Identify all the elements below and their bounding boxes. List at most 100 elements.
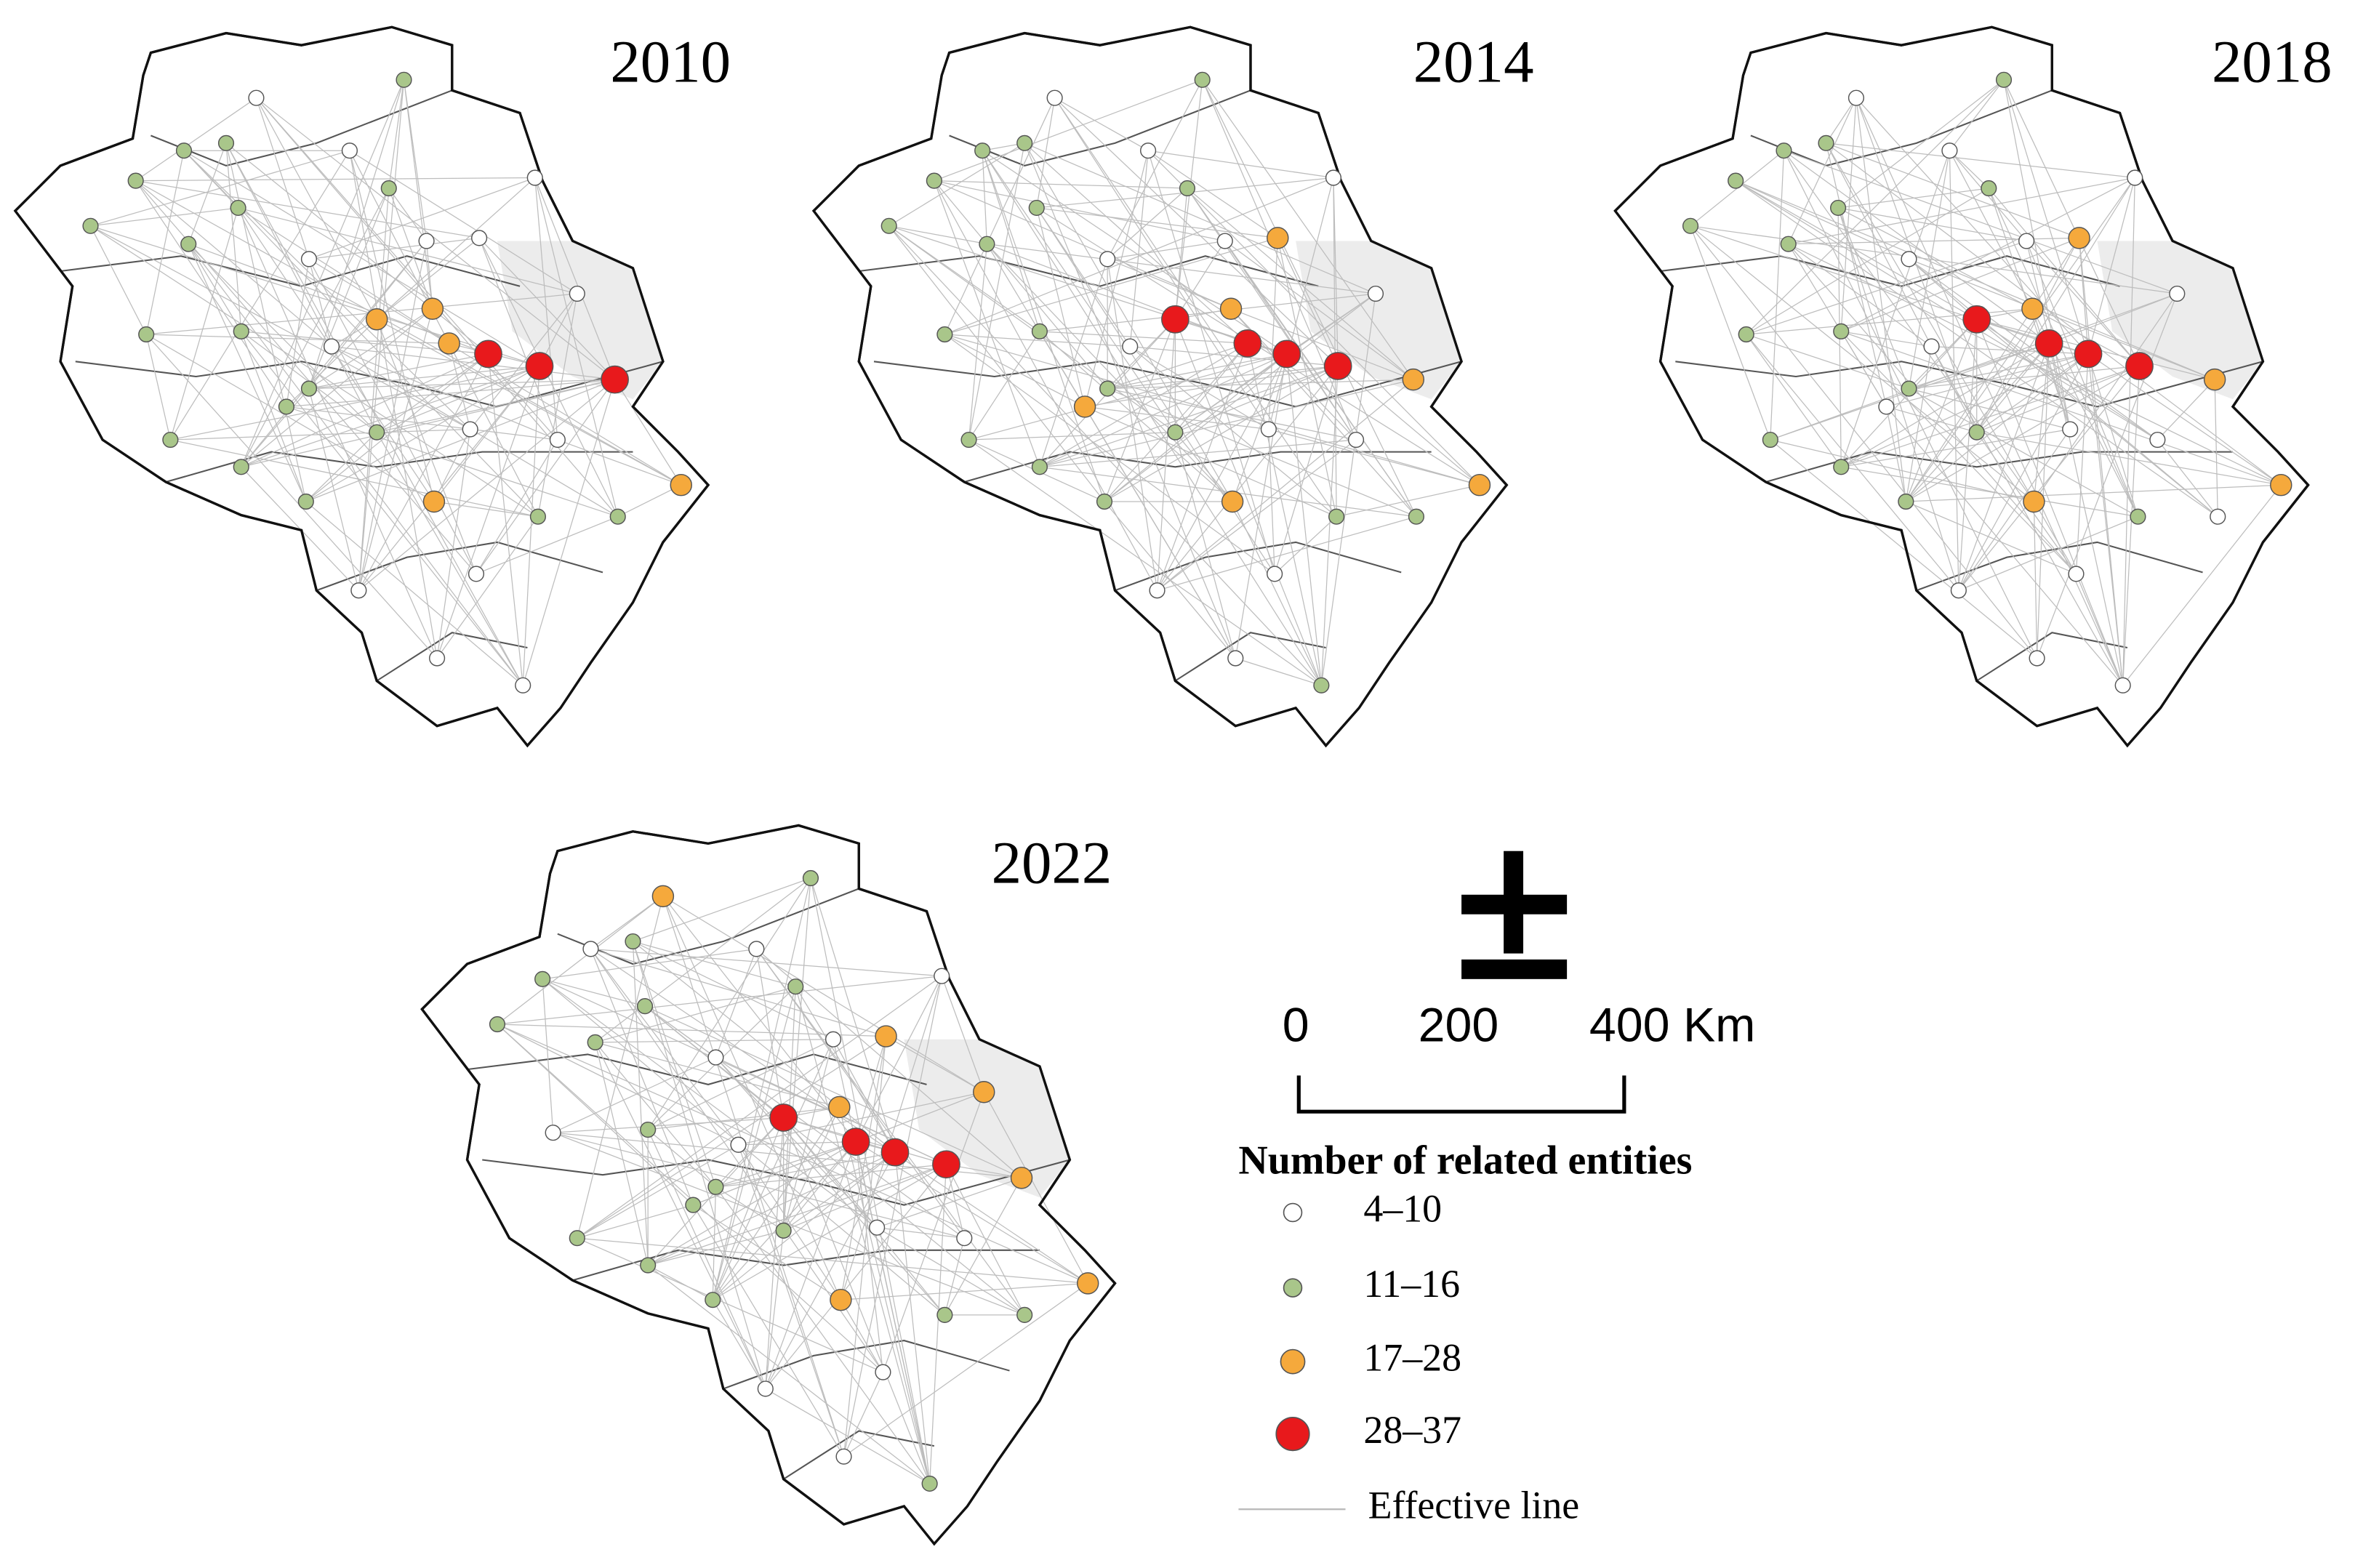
- effective-line: [1024, 142, 1248, 344]
- city-node: [685, 1197, 702, 1213]
- effective-line: [2075, 574, 2124, 686]
- city-node: [2114, 677, 2131, 693]
- effective-line: [1976, 318, 2158, 441]
- effective-line: [470, 293, 578, 430]
- city-node: [1076, 1272, 1099, 1295]
- effective-line: [693, 1205, 841, 1300]
- county-boundary: [1115, 541, 1402, 592]
- city-node: [323, 338, 340, 355]
- effective-line: [1838, 188, 1989, 209]
- effective-line: [1825, 142, 1887, 407]
- legend-label: 11–16: [1363, 1262, 1460, 1306]
- effective-line: [1909, 258, 2158, 441]
- effective-line: [647, 1129, 716, 1188]
- effective-line: [712, 1164, 947, 1300]
- effective-line: [436, 429, 471, 659]
- effective-line: [715, 1057, 945, 1316]
- effective-line: [783, 1151, 896, 1231]
- effective-line: [241, 379, 615, 467]
- effective-line: [145, 150, 185, 335]
- effective-line: [1958, 429, 2071, 591]
- effective-line: [577, 1237, 883, 1373]
- effective-line: [712, 1141, 856, 1300]
- effective-line: [1104, 353, 1288, 502]
- effective-line: [308, 388, 359, 591]
- effective-line: [1840, 150, 1951, 467]
- effective-line: [1909, 342, 2050, 390]
- city-node: [869, 1219, 886, 1236]
- effective-line: [1837, 79, 2005, 209]
- effective-line: [1054, 97, 1149, 151]
- city-node: [1099, 380, 1116, 397]
- effective-line: [308, 177, 535, 260]
- city-node: [278, 398, 294, 415]
- effective-line: [425, 241, 433, 309]
- effective-line: [647, 1129, 766, 1389]
- city-node: [640, 1257, 657, 1274]
- effective-line: [553, 1057, 716, 1133]
- effective-line: [1909, 388, 2138, 518]
- effective-line: [944, 237, 1278, 335]
- city-node: [1923, 338, 1940, 355]
- effective-line: [1174, 319, 1322, 686]
- city-node: [1402, 368, 1425, 391]
- effective-line: [738, 1141, 856, 1146]
- effective-line: [1129, 346, 1337, 518]
- city-node: [1941, 142, 1958, 159]
- effective-line: [1039, 259, 1108, 467]
- effective-line: [843, 976, 942, 1457]
- map-panel: [811, 25, 1509, 748]
- effective-line: [1841, 466, 2138, 518]
- effective-line: [388, 188, 428, 241]
- city-node: [1468, 473, 1491, 496]
- city-node: [979, 236, 995, 252]
- effective-line: [557, 439, 681, 486]
- effective-line: [2048, 343, 2124, 686]
- effective-line: [553, 1117, 784, 1133]
- effective-line: [934, 180, 1108, 389]
- city-node: [705, 1292, 721, 1308]
- city-node: [438, 332, 460, 355]
- effective-line: [553, 1132, 965, 1239]
- effective-line: [1107, 258, 1232, 310]
- city-node: [350, 582, 367, 599]
- city-node: [418, 233, 435, 249]
- effective-line: [944, 334, 1275, 574]
- effective-line: [944, 97, 1056, 335]
- city-node: [1267, 227, 1289, 249]
- effective-line: [476, 379, 616, 574]
- effective-line: [388, 79, 405, 189]
- effective-line: [1825, 97, 1857, 144]
- effective-line: [2075, 353, 2089, 574]
- effective-line: [833, 1039, 896, 1153]
- effective-line: [1320, 293, 1376, 686]
- city-node: [932, 1150, 960, 1179]
- city-node: [1099, 251, 1116, 268]
- effective-line: [840, 976, 942, 1300]
- city-node: [230, 199, 246, 217]
- city-node: [926, 172, 942, 189]
- effective-line: [238, 207, 577, 294]
- effective-line: [1840, 353, 2089, 467]
- effective-line: [595, 1042, 716, 1188]
- effective-line: [712, 986, 796, 1300]
- effective-line: [595, 1042, 649, 1266]
- effective-line: [145, 334, 435, 502]
- effective-line: [436, 366, 540, 659]
- effective-line: [712, 1117, 785, 1300]
- city-node: [2068, 227, 2090, 249]
- effective-line: [1905, 346, 1933, 502]
- effective-line: [882, 1092, 984, 1372]
- effective-line: [449, 343, 471, 430]
- effective-line: [1735, 180, 2215, 380]
- effective-line: [1840, 97, 1857, 331]
- effective-line: [376, 318, 682, 486]
- effective-line: [358, 379, 615, 591]
- effective-line: [376, 177, 536, 320]
- effective-line: [537, 293, 578, 517]
- effective-line: [1783, 150, 2034, 502]
- county-boundary: [723, 1340, 1010, 1390]
- effective-line: [647, 1265, 931, 1484]
- city-node: [534, 970, 551, 987]
- effective-line: [577, 1144, 739, 1239]
